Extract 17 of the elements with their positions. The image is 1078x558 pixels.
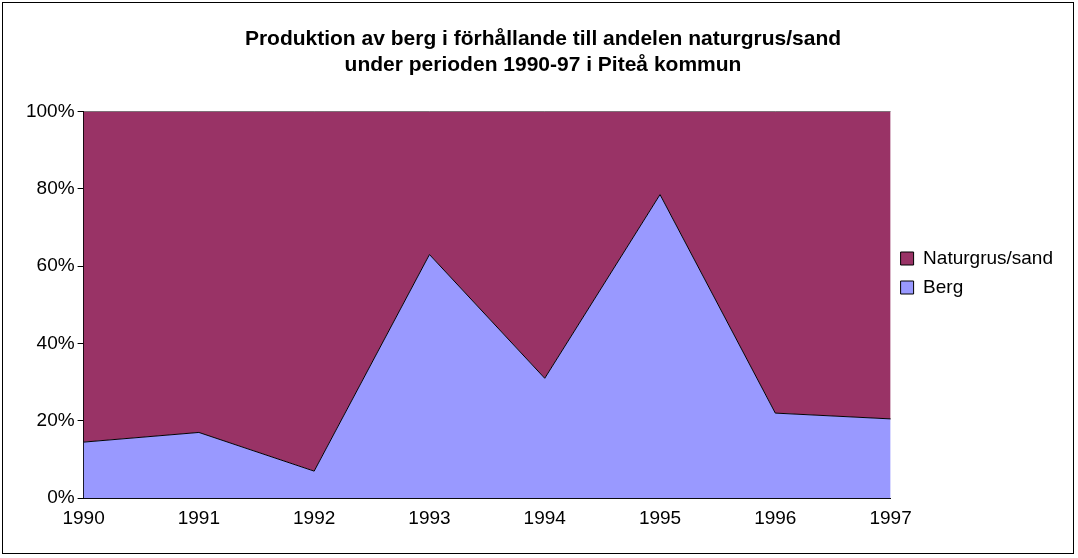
y-tick-label: 60%: [36, 254, 75, 276]
y-tick-label: 0%: [47, 486, 75, 508]
x-tick-label: 1991: [177, 506, 221, 528]
x-tick-label: 1990: [62, 506, 105, 528]
x-tick-label: 1992: [293, 506, 336, 528]
x-tick-label: 1993: [408, 506, 451, 528]
x-tick-label: 1995: [638, 506, 682, 528]
chart-title: Produktion av berg i förhållande till andelen naturgrus/sand under perioden 1990-97 i Piteå kommun: [244, 26, 842, 75]
legend-label: Berg: [923, 275, 964, 297]
y-tick-label: 40%: [36, 331, 75, 353]
x-tick-label: 1996: [754, 506, 797, 528]
y-tick-label: 20%: [36, 409, 75, 431]
x-tick-label: 1997: [869, 506, 912, 528]
y-tick-label: 100%: [25, 99, 75, 121]
x-tick-label: 1994: [523, 506, 567, 528]
y-tick-label: 80%: [36, 176, 75, 198]
legend-label: Naturgrus/sand: [923, 246, 1053, 268]
